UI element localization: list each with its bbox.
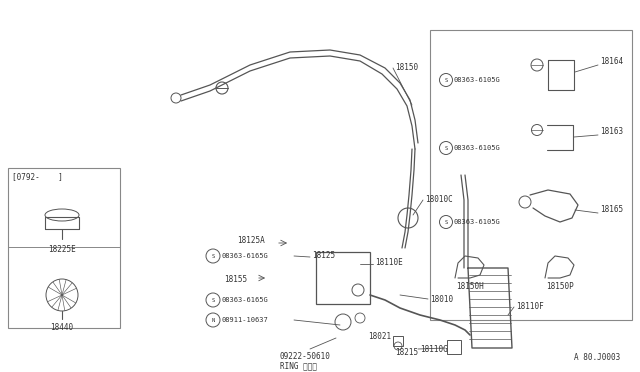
Text: [0792-    ]: [0792- ]: [12, 172, 63, 181]
Text: 09222-50610: 09222-50610: [280, 352, 331, 361]
Text: 18110F: 18110F: [516, 302, 544, 311]
Text: 18150: 18150: [395, 63, 418, 72]
Text: A 80.J0003: A 80.J0003: [573, 353, 620, 362]
Text: S: S: [211, 253, 214, 259]
Text: N: N: [211, 317, 214, 323]
Text: 18440: 18440: [51, 323, 74, 332]
Text: 18225E: 18225E: [48, 245, 76, 254]
Text: 18165: 18165: [600, 205, 623, 215]
Text: 18155: 18155: [224, 275, 247, 284]
Text: 18010: 18010: [430, 295, 453, 304]
Text: 18164: 18164: [600, 58, 623, 67]
Text: 08911-10637: 08911-10637: [222, 317, 269, 323]
Text: 08363-6165G: 08363-6165G: [222, 297, 269, 303]
Text: 18150H: 18150H: [456, 282, 484, 291]
Text: 18125: 18125: [312, 251, 335, 260]
Text: S: S: [211, 298, 214, 302]
Text: 08363-6105G: 08363-6105G: [454, 145, 500, 151]
Text: RING リング: RING リング: [280, 361, 317, 370]
Text: 18010C: 18010C: [425, 195, 452, 204]
Text: 18150P: 18150P: [546, 282, 574, 291]
Text: 18110G: 18110G: [420, 345, 448, 354]
Text: 18110E: 18110E: [375, 258, 403, 267]
Text: S: S: [444, 219, 447, 224]
Text: 18215: 18215: [395, 348, 418, 357]
Text: 18125A: 18125A: [237, 236, 265, 245]
Text: 08363-6165G: 08363-6165G: [222, 253, 269, 259]
Text: 08363-6105G: 08363-6105G: [454, 219, 500, 225]
Text: 18021: 18021: [368, 332, 391, 341]
Text: 18163: 18163: [600, 128, 623, 137]
Text: S: S: [444, 145, 447, 151]
Text: 08363-6105G: 08363-6105G: [454, 77, 500, 83]
Text: S: S: [444, 77, 447, 83]
